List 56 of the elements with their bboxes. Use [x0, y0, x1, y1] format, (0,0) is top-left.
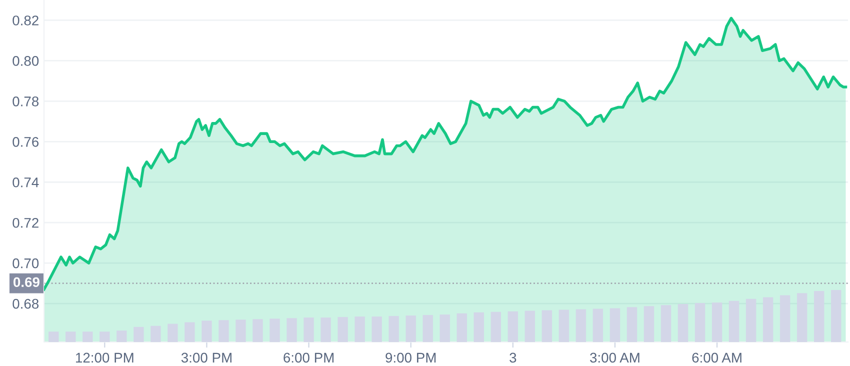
x-tick-label: 3:00 AM — [590, 352, 640, 363]
x-tick-label: 9:00 PM — [386, 352, 436, 363]
bar — [168, 324, 178, 342]
bar — [338, 317, 348, 342]
bar — [762, 297, 774, 342]
bar — [592, 308, 604, 342]
bar — [422, 314, 433, 342]
bar — [82, 332, 93, 342]
bar — [440, 314, 450, 342]
bar — [388, 316, 399, 342]
bar — [626, 307, 638, 342]
bar — [354, 316, 365, 342]
bar — [252, 319, 263, 342]
x-tick-label: 3:00 PM — [181, 352, 232, 363]
y-tick-label: 0.78 — [12, 96, 39, 106]
x-tick-label: 6:00 PM — [284, 352, 334, 363]
y-tick-label: 0.76 — [12, 136, 39, 147]
bar — [542, 310, 552, 342]
bar — [678, 304, 688, 342]
bar — [184, 322, 195, 342]
bar — [218, 320, 229, 342]
bar — [558, 310, 570, 342]
bar — [48, 332, 59, 342]
bar — [524, 310, 536, 342]
bar — [456, 313, 467, 342]
y-tick-label: 0.70 — [12, 258, 39, 268]
y-tick-label: 0.68 — [12, 298, 39, 309]
y-tick-label: 0.82 — [12, 16, 38, 26]
bar — [320, 318, 331, 342]
y-tick-label: 0.80 — [12, 56, 39, 66]
bar — [236, 320, 246, 342]
bar — [746, 298, 756, 342]
bar — [728, 300, 740, 342]
bar — [796, 293, 808, 342]
bar — [644, 306, 654, 342]
bar — [134, 326, 144, 342]
bar — [116, 330, 127, 342]
x-tick-label: 6:00 AM — [692, 352, 742, 363]
bar — [66, 332, 76, 342]
bar — [694, 303, 706, 342]
bar — [780, 295, 790, 342]
ref-line-label: 0.69 — [14, 277, 40, 288]
bar — [150, 326, 161, 342]
bar — [270, 318, 280, 342]
bar — [490, 312, 501, 342]
bar — [286, 318, 297, 342]
bar — [660, 305, 672, 342]
bar — [372, 316, 382, 342]
y-tick-label: 0.72 — [12, 218, 38, 228]
x-tick-label: 12:00 PM — [76, 352, 134, 363]
bar — [814, 291, 824, 342]
x-tick-label: 3 — [510, 352, 516, 363]
y-tick-label: 0.74 — [12, 177, 39, 188]
bar — [474, 312, 484, 342]
bar — [576, 309, 586, 342]
bar — [830, 290, 842, 342]
